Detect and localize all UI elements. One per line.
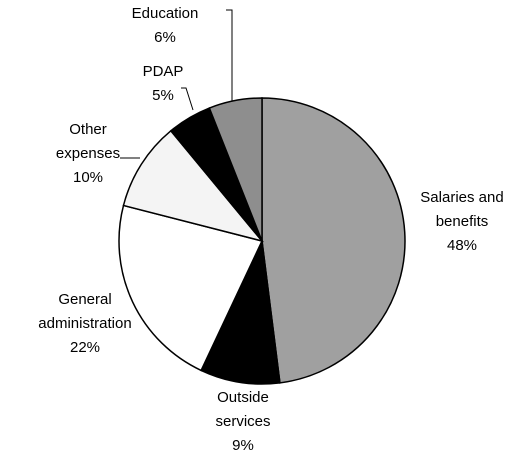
slice-label: Salaries and benefits xyxy=(420,189,503,230)
value-label: 22% xyxy=(70,339,100,356)
value-label: 10% xyxy=(73,169,103,186)
leader-line xyxy=(226,9,233,102)
slice-label: General administration xyxy=(38,291,131,332)
pie-slice xyxy=(261,97,406,384)
leader-line xyxy=(181,87,194,111)
pie-slice xyxy=(208,97,263,242)
slice-label: Education xyxy=(132,5,199,22)
slice-label: Outside services xyxy=(215,389,270,430)
value-label: 6% xyxy=(154,29,176,46)
slice-label: Other expenses xyxy=(56,121,120,162)
slice-label: PDAP xyxy=(143,63,184,80)
pie-slice xyxy=(122,129,265,243)
value-label: 48% xyxy=(447,237,477,254)
value-label: 5% xyxy=(152,87,174,104)
value-label: 9% xyxy=(232,437,254,454)
pie-slice xyxy=(200,238,281,385)
pie-slice xyxy=(118,204,264,372)
